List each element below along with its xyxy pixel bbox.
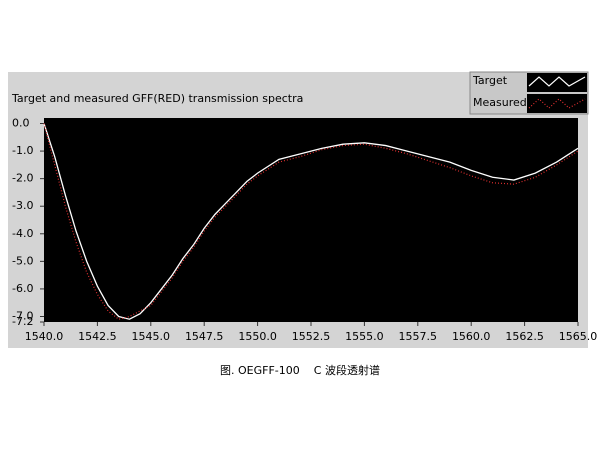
y-tick-label: -5.0 [12,254,33,267]
y-tick-label: 0.0 [12,117,30,130]
chart-title: Target and measured GFF(RED) transmissio… [11,92,303,105]
y-tick-label: -7.2 [12,315,33,328]
y-tick-label: -1.0 [12,144,33,157]
x-tick-label: 1550.0 [238,330,277,343]
legend-label: Target [472,74,508,87]
plot-area [44,118,578,322]
legend-swatch [528,98,586,109]
legend-label: Measured [473,96,527,109]
legend-swatch [528,76,586,87]
x-tick-label: 1542.5 [78,330,117,343]
x-tick-label: 1557.5 [399,330,438,343]
x-tick-label: 1547.5 [185,330,224,343]
legend-swatch-bg [527,73,587,92]
x-tick-label: 1560.0 [452,330,491,343]
series-line [43,123,579,320]
legend-swatch-bg [527,94,587,113]
series-line [43,123,579,320]
y-tick-label: -6.0 [12,282,33,295]
x-tick-label: 1565.0 [559,330,598,343]
caption: 图. OEGFF-100 C 波段透射谱 [220,363,380,377]
y-tick-label: -2.0 [12,172,33,185]
y-tick-label: -4.0 [12,227,33,240]
x-tick-label: 1545.0 [132,330,171,343]
y-tick-label: -7.0 [12,309,33,322]
x-tick-label: 1540.0 [25,330,64,343]
x-tick-label: 1555.0 [345,330,384,343]
y-tick-label: -3.0 [12,199,33,212]
x-tick-label: 1562.5 [505,330,544,343]
x-tick-label: 1552.5 [292,330,331,343]
